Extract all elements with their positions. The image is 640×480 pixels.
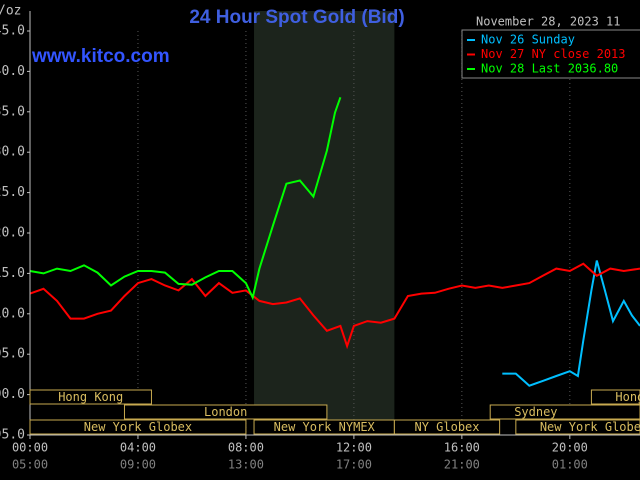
series-line — [29, 96, 342, 301]
y-tick-label: 2015.0 — [0, 266, 25, 281]
chart-title: 24 Hour Spot Gold (Bid) — [189, 7, 404, 28]
x-tick-label-2: 09:00 — [120, 458, 156, 472]
x-tick-label: 20:00 — [552, 441, 588, 455]
unit-label: /oz — [0, 4, 21, 19]
session-label: Hong Kong — [58, 390, 123, 404]
y-tick-label: 2025.0 — [0, 185, 25, 200]
session-label: London — [204, 405, 247, 419]
x-tick-label-2: 21:00 — [444, 458, 480, 472]
session-bar — [29, 419, 247, 435]
legend-label: Nov 28 Last 2036.80 — [481, 62, 618, 76]
session-bar — [123, 404, 328, 420]
session-label: NY Globex — [414, 420, 479, 434]
plot-area — [29, 11, 640, 435]
site-label: www.kitco.com — [31, 46, 170, 67]
y-tick-label: 2000.0 — [0, 387, 25, 402]
highlight-band — [254, 11, 395, 435]
x-tick-label: 12:00 — [336, 441, 372, 455]
session-label: Sydney — [514, 405, 557, 419]
y-tick-label: 2020.0 — [0, 226, 25, 241]
x-tick-label: 08:00 — [228, 441, 264, 455]
y-tick-label: 2030.0 — [0, 145, 25, 160]
x-tick-label-2: 01:00 — [552, 458, 588, 472]
session-bar — [29, 389, 152, 405]
legend-box — [461, 29, 640, 79]
y-tick-label: 2040.0 — [0, 64, 25, 79]
session-bar — [489, 404, 640, 420]
x-tick-label-2: 05:00 — [12, 458, 48, 472]
y-tick-label: 2045.0 — [0, 24, 25, 39]
x-tick-label: 00:00 — [12, 441, 48, 455]
session-label: New York NYMEX — [274, 420, 376, 434]
y-tick-label: 2035.0 — [0, 104, 25, 119]
x-tick-label-2: 17:00 — [336, 458, 372, 472]
legend-label: Nov 27 NY close 2013 — [481, 47, 626, 61]
series-line — [502, 260, 640, 387]
session-label: Hong Kong — [615, 390, 640, 404]
legend-label: Nov 26 Sunday — [481, 33, 575, 47]
y-tick-label: 2010.0 — [0, 306, 25, 321]
y-tick-label: 2005.0 — [0, 347, 25, 362]
y-tick-label: 1995.0 — [0, 428, 25, 443]
timestamp: November 28, 2023 11 — [476, 15, 621, 29]
x-tick-label: 16:00 — [444, 441, 480, 455]
session-bar — [393, 419, 501, 435]
x-tick-label: 04:00 — [120, 441, 156, 455]
x-tick-label-2: 13:00 — [228, 458, 264, 472]
series-line — [29, 262, 640, 350]
session-bar — [590, 389, 640, 405]
session-label: New York Globex — [540, 420, 640, 434]
session-label: New York Globex — [84, 420, 192, 434]
